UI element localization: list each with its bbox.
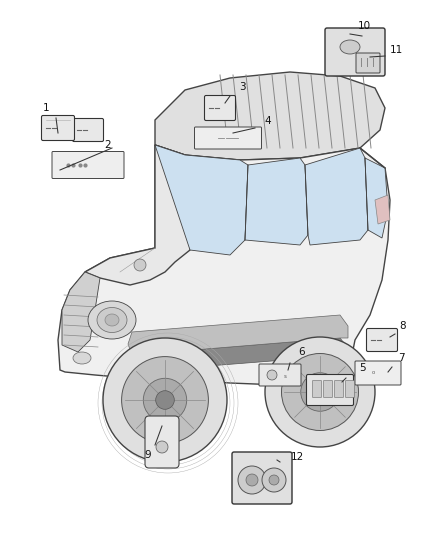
Circle shape	[122, 357, 208, 443]
Text: 10: 10	[357, 21, 371, 31]
Text: 8: 8	[400, 321, 406, 331]
FancyBboxPatch shape	[325, 28, 385, 76]
Circle shape	[267, 370, 277, 380]
Circle shape	[265, 337, 375, 447]
Text: s: s	[283, 374, 286, 378]
FancyBboxPatch shape	[335, 381, 343, 398]
FancyBboxPatch shape	[312, 381, 321, 398]
FancyBboxPatch shape	[324, 381, 332, 398]
Polygon shape	[62, 272, 100, 352]
Text: 6: 6	[299, 347, 305, 357]
FancyBboxPatch shape	[355, 361, 401, 385]
Text: 7: 7	[398, 353, 404, 363]
Ellipse shape	[88, 301, 136, 339]
FancyBboxPatch shape	[42, 116, 74, 141]
Text: 5: 5	[359, 363, 365, 373]
Circle shape	[269, 475, 279, 485]
Circle shape	[301, 373, 339, 411]
Circle shape	[262, 468, 286, 492]
Polygon shape	[155, 72, 385, 160]
Text: 2: 2	[105, 140, 111, 150]
Polygon shape	[58, 145, 390, 385]
Text: 4: 4	[265, 116, 271, 126]
FancyBboxPatch shape	[232, 452, 292, 504]
Ellipse shape	[97, 308, 127, 333]
FancyBboxPatch shape	[205, 95, 236, 120]
Polygon shape	[365, 158, 388, 238]
Text: o: o	[371, 370, 374, 376]
Circle shape	[143, 378, 187, 422]
Polygon shape	[375, 195, 390, 224]
FancyBboxPatch shape	[52, 151, 124, 179]
FancyBboxPatch shape	[367, 328, 398, 351]
Ellipse shape	[73, 352, 91, 364]
Circle shape	[238, 466, 266, 494]
FancyBboxPatch shape	[73, 118, 103, 141]
Polygon shape	[155, 145, 248, 255]
FancyBboxPatch shape	[194, 127, 261, 149]
Polygon shape	[245, 158, 308, 245]
Text: 11: 11	[389, 45, 403, 55]
Text: 9: 9	[145, 450, 151, 460]
Polygon shape	[128, 338, 348, 372]
Circle shape	[312, 384, 328, 400]
FancyBboxPatch shape	[259, 364, 301, 386]
Ellipse shape	[340, 40, 360, 54]
Text: 3: 3	[239, 82, 245, 92]
Circle shape	[282, 353, 358, 431]
Circle shape	[155, 391, 174, 409]
FancyBboxPatch shape	[307, 375, 353, 406]
Polygon shape	[128, 315, 348, 355]
Polygon shape	[85, 145, 190, 285]
Ellipse shape	[105, 314, 119, 326]
Circle shape	[246, 474, 258, 486]
Polygon shape	[305, 148, 368, 245]
Circle shape	[103, 338, 227, 462]
Circle shape	[134, 259, 146, 271]
Text: 12: 12	[290, 452, 304, 462]
Text: 1: 1	[42, 103, 49, 113]
FancyBboxPatch shape	[145, 416, 179, 468]
Circle shape	[156, 441, 168, 453]
FancyBboxPatch shape	[356, 53, 380, 73]
FancyBboxPatch shape	[346, 381, 354, 398]
